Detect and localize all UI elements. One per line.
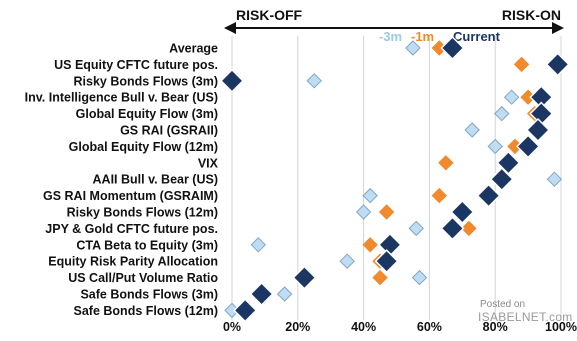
point-current-us-equity-cftc-future-pos bbox=[545, 52, 570, 77]
point-3m-inv-intelligence-bull-v-bear-us bbox=[503, 89, 520, 105]
category-label-risky-bonds-flows-3m: Risky Bonds Flows (3m) bbox=[74, 74, 218, 88]
risk-arrow-right-head bbox=[552, 22, 564, 34]
risk-arrow-left-head bbox=[224, 22, 236, 34]
point-current-safe-bonds-flows-12m bbox=[233, 298, 258, 323]
point-1m-cta-beta-to-equity-3m bbox=[362, 237, 378, 253]
category-label-aaii-bull-v-bear-us: AAII Bull v. Bear (US) bbox=[93, 173, 218, 187]
point-3m-global-equity-flow-12m bbox=[487, 138, 503, 155]
category-label-global-equity-flow-12m: Global Equity Flow (12m) bbox=[69, 140, 218, 154]
category-labels: Average US Equity CFTC future pos. Risky B… bbox=[25, 42, 219, 318]
category-label-safe-bonds-flows-3m: Safe Bonds Flows (3m) bbox=[80, 288, 218, 302]
point-current-gs-rai-momentum-gsraim bbox=[476, 183, 501, 208]
point-current-average bbox=[440, 35, 465, 61]
category-label-us-call-put-volume-ratio: US Call/Put Volume Ratio bbox=[68, 271, 218, 285]
point-1m-us-equity-cftc-future-pos bbox=[513, 56, 530, 73]
category-label-jpy-gold-cftc-future-pos: JPY & Gold CFTC future pos. bbox=[45, 222, 218, 236]
category-label-gs-rai-gsraii: GS RAI (GSRAII) bbox=[120, 124, 218, 138]
point-3m-equity-risk-parity-allocation bbox=[339, 253, 355, 269]
point-current-aaii-bull-v-bear-us bbox=[489, 167, 514, 192]
point-3m-gs-rai-gsraii bbox=[464, 122, 480, 138]
x-tick-label: 100% bbox=[545, 320, 577, 334]
point-3m-aaii-bull-v-bear-us bbox=[546, 171, 563, 187]
point-current-risky-bonds-flows-3m bbox=[219, 68, 245, 93]
legend: -3m -1m Current bbox=[379, 29, 501, 44]
point-current-us-call-put-volume-ratio bbox=[292, 265, 317, 290]
category-label-equity-risk-parity-allocation: Equity Risk Parity Allocation bbox=[48, 255, 218, 269]
point-3m-average bbox=[405, 40, 421, 56]
point-3m-gs-rai-momentum-gsraim bbox=[362, 187, 378, 204]
category-label-us-equity-cftc-future-pos: US Equity CFTC future pos. bbox=[54, 58, 218, 72]
category-label-cta-beta-to-equity-3m: CTA Beta to Equity (3m) bbox=[76, 238, 218, 252]
point-3m-risky-bonds-flows-3m bbox=[306, 73, 322, 89]
point-current-jpy-gold-cftc-future-pos bbox=[440, 216, 465, 241]
category-label-risky-bonds-flows-12m: Risky Bonds Flows (12m) bbox=[67, 206, 218, 220]
legend-item-current: Current bbox=[453, 29, 501, 44]
point-3m-safe-bonds-flows-3m bbox=[276, 286, 293, 302]
x-tick-label: 40% bbox=[351, 320, 376, 334]
point-current-safe-bonds-flows-3m bbox=[249, 281, 274, 307]
risk-off-label: RISK-OFF bbox=[236, 7, 303, 23]
point-3m-jpy-gold-cftc-future-pos bbox=[408, 220, 424, 237]
point-1m-gs-rai-momentum-gsraim bbox=[431, 187, 447, 204]
x-tick-label: 60% bbox=[417, 320, 442, 334]
x-tick-label: 80% bbox=[483, 320, 508, 334]
point-current-risky-bonds-flows-12m bbox=[450, 199, 475, 225]
category-label-average: Average bbox=[169, 42, 218, 56]
point-3m-risky-bonds-flows-12m bbox=[355, 204, 372, 220]
point-1m-risky-bonds-flows-12m bbox=[378, 204, 395, 220]
x-tick-label: 20% bbox=[285, 320, 310, 334]
point-3m-us-call-put-volume-ratio bbox=[411, 269, 428, 286]
data-points bbox=[219, 35, 570, 323]
watermark-site: ISABELNET.com bbox=[478, 310, 573, 324]
watermark-posted-on: Posted on bbox=[480, 299, 525, 310]
x-axis-ticks: 0% 20% 40% 60% 80% 100% bbox=[223, 320, 577, 334]
point-1m-jpy-gold-cftc-future-pos bbox=[461, 220, 477, 237]
category-label-global-equity-flow-3m: Global Equity Flow (3m) bbox=[76, 107, 218, 121]
point-current-equity-risk-parity-allocation bbox=[374, 249, 399, 274]
risk-header: RISK-OFF RISK-ON bbox=[224, 7, 564, 34]
category-label-gs-rai-momentum-gsraim: GS RAI Momentum (GSRAIM) bbox=[43, 189, 218, 203]
x-tick-label: 0% bbox=[223, 320, 241, 334]
risk-on-label: RISK-ON bbox=[502, 7, 561, 23]
point-current-global-equity-flow-12m bbox=[516, 134, 541, 159]
point-1m-us-call-put-volume-ratio bbox=[372, 269, 388, 286]
point-3m-global-equity-flow-3m bbox=[494, 105, 510, 122]
category-label-safe-bonds-flows-12m: Safe Bonds Flows (12m) bbox=[74, 304, 218, 318]
category-label-inv-intelligence-bull-v-bear-us: Inv. Intelligence Bull v. Bear (US) bbox=[25, 91, 218, 105]
watermark: Posted on ISABELNET.com bbox=[478, 299, 573, 324]
point-1m-vix bbox=[438, 155, 454, 171]
category-label-vix: VIX bbox=[198, 156, 219, 170]
legend-item--3m: -3m bbox=[379, 29, 402, 44]
point-current-gs-rai-gsraii bbox=[525, 117, 551, 143]
legend-item--1m: -1m bbox=[411, 29, 434, 44]
point-3m-cta-beta-to-equity-3m bbox=[250, 237, 267, 253]
